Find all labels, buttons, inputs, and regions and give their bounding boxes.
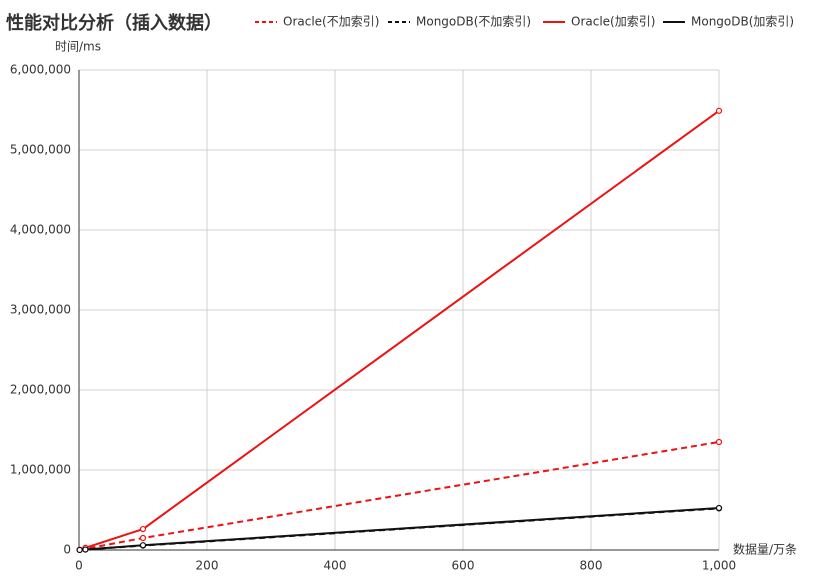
x-tick-label: 200 xyxy=(196,559,219,573)
x-tick-label: 0 xyxy=(75,559,83,573)
series-line xyxy=(79,109,720,551)
point xyxy=(82,546,89,553)
legend-label: Oracle(加索引) xyxy=(571,15,655,29)
y-tick-label: 3,000,000 xyxy=(10,303,71,317)
point xyxy=(76,546,83,554)
y-tick-label: 4,000,000 xyxy=(10,223,71,237)
legend-label: MongoDB(不加索引) xyxy=(416,15,531,29)
x-tick-label: 600 xyxy=(452,559,475,573)
y-axis-label: 时间/ms xyxy=(55,40,101,54)
legend-label: Oracle(不加索引) xyxy=(283,15,379,29)
point xyxy=(139,534,147,542)
y-tick-label: 2,000,000 xyxy=(10,383,71,397)
point xyxy=(715,504,723,512)
point xyxy=(715,107,723,114)
x-tick-label: 800 xyxy=(580,559,603,573)
legend-label: MongoDB(加索引) xyxy=(691,15,794,29)
series-line xyxy=(79,507,720,551)
series-line xyxy=(79,441,720,551)
y-tick-label: 0 xyxy=(63,543,71,557)
x-axis-label: 数据量/万条 xyxy=(733,542,797,557)
y-tick-label: 5,000,000 xyxy=(10,143,71,157)
point xyxy=(139,542,147,549)
y-tick-label: 1,000,000 xyxy=(10,463,71,477)
point xyxy=(139,525,147,533)
x-tick-label: 1,000 xyxy=(702,559,736,573)
x-tick-label: 400 xyxy=(324,559,347,573)
y-tick-label: 6,000,000 xyxy=(10,63,71,77)
point xyxy=(715,438,723,446)
chart-title: 性能对比分析（插入数据） xyxy=(6,12,222,34)
